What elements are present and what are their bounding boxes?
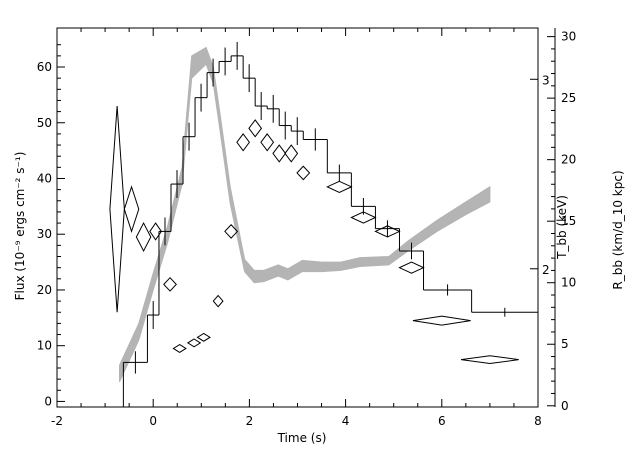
diamond-marker xyxy=(398,261,425,274)
y-left-tick-label: 50 xyxy=(37,116,52,130)
diamond-marker xyxy=(412,315,471,326)
y-left-tick-label: 0 xyxy=(44,394,52,408)
y-left-tick-label: 40 xyxy=(37,171,52,185)
x-tick-label: -2 xyxy=(51,414,63,428)
diamond-marker xyxy=(326,180,353,193)
diamond-marker xyxy=(172,343,187,353)
y-right-radius-tick-label: 5 xyxy=(561,337,569,351)
gray-band-area xyxy=(119,46,491,383)
x-tick-label: 6 xyxy=(438,414,446,428)
y-right-radius-tick-label: 25 xyxy=(561,91,576,105)
diamond-marker xyxy=(135,221,152,253)
diamond-marker xyxy=(224,224,239,239)
x-tick-label: 0 xyxy=(149,414,157,428)
y-right-radius-tick-label: 20 xyxy=(561,153,576,167)
diamond-marker xyxy=(236,133,251,152)
diamond-marker xyxy=(186,338,202,348)
diamond-marker xyxy=(163,276,177,292)
y-axis-right-temperature-label: T_bb (keV) xyxy=(555,195,569,260)
diamond-marker xyxy=(272,144,287,163)
y-left-tick-label: 60 xyxy=(37,60,52,74)
y-axis-right-radius-label: R_bb (km/d_10 kpc) xyxy=(611,170,625,289)
y-right-radius-tick-label: 0 xyxy=(561,399,569,413)
y-right-temperature-tick-label: 3 xyxy=(542,73,550,87)
x-tick-label: 2 xyxy=(246,414,254,428)
diamond-layer xyxy=(109,105,519,365)
y-right-radius-tick-label: 10 xyxy=(561,276,576,290)
y-right-temperature-tick-label: 2 xyxy=(542,263,550,277)
y-left-tick-label: 10 xyxy=(37,339,52,353)
y-right-radius-tick-label: 15 xyxy=(561,214,576,228)
diamond-marker xyxy=(460,355,519,365)
diamond-marker xyxy=(248,119,263,138)
gray-band-layer xyxy=(119,46,491,383)
diamond-marker xyxy=(149,222,162,241)
x-tick-label: 4 xyxy=(342,414,350,428)
diamond-marker xyxy=(212,294,224,308)
diamond-marker xyxy=(109,105,125,313)
diamond-marker xyxy=(260,133,275,152)
diamond-marker xyxy=(350,211,377,224)
y-axis-left-label: Flux (10⁻⁹ ergs cm⁻² s⁻¹) xyxy=(13,152,27,301)
y-right-radius-tick-label: 30 xyxy=(561,30,576,44)
diamond-marker xyxy=(284,144,299,163)
histogram-layer xyxy=(122,41,538,407)
diamond-marker xyxy=(196,332,211,342)
x-tick-label: 8 xyxy=(534,414,542,428)
diamond-marker xyxy=(374,225,401,238)
axes-layer: -2 0 2 4 6 8 0 10 20 30 40 50 60 0 5 10 15 20 25 30 2 3 xyxy=(37,28,576,428)
x-axis-label: Time (s) xyxy=(277,431,327,445)
y-left-tick-label: 20 xyxy=(37,283,52,297)
diamond-marker xyxy=(123,185,140,234)
diamond-marker xyxy=(296,165,311,181)
y-left-tick-label: 30 xyxy=(37,227,52,241)
